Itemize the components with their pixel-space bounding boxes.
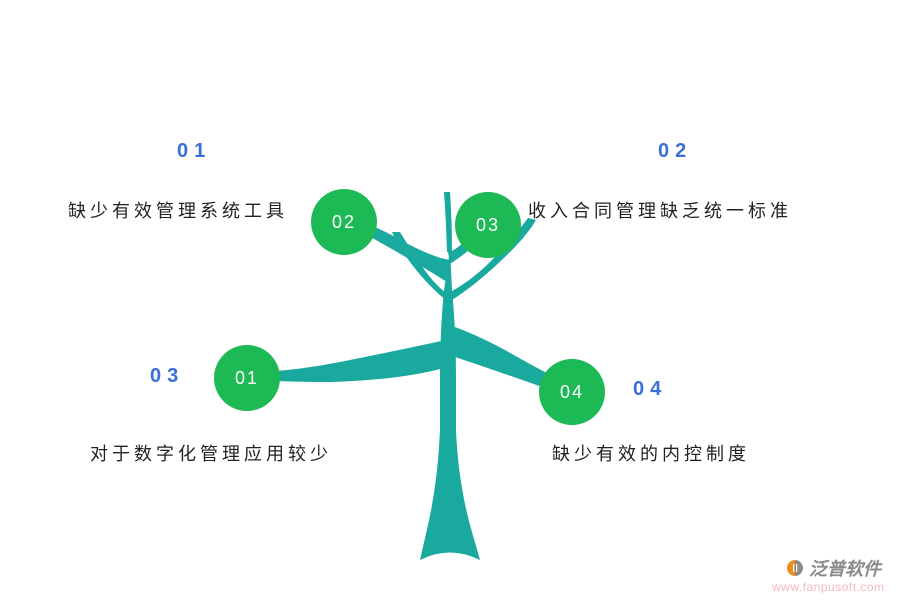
tree-node-03: 03 (455, 192, 521, 258)
tree-node-01: 01 (214, 345, 280, 411)
item-text-03: 对于数字化管理应用较少 (90, 440, 332, 466)
tree-shape (262, 192, 575, 560)
tree-node-label: 03 (476, 215, 500, 236)
tree-illustration (0, 0, 900, 600)
item-text-01: 缺少有效管理系统工具 (68, 197, 288, 223)
item-text-04: 缺少有效的内控制度 (552, 440, 750, 466)
item-number-04: 04 (633, 378, 667, 401)
watermark-url: www.fanpusoft.com (772, 580, 885, 594)
item-number-02: 02 (658, 140, 692, 163)
tree-node-04: 04 (539, 359, 605, 425)
watermark-logo-icon (785, 558, 805, 578)
item-text-02: 收入合同管理缺乏统一标准 (528, 197, 792, 223)
item-number-01: 01 (177, 140, 211, 163)
tree-node-02: 02 (311, 189, 377, 255)
watermark-logo-text: 泛普软件 (809, 555, 881, 581)
watermark-logo: 泛普软件 (785, 555, 881, 581)
tree-node-label: 04 (560, 382, 584, 403)
tree-node-label: 02 (332, 212, 356, 233)
tree-node-label: 01 (235, 368, 259, 389)
item-number-03: 03 (150, 365, 184, 388)
